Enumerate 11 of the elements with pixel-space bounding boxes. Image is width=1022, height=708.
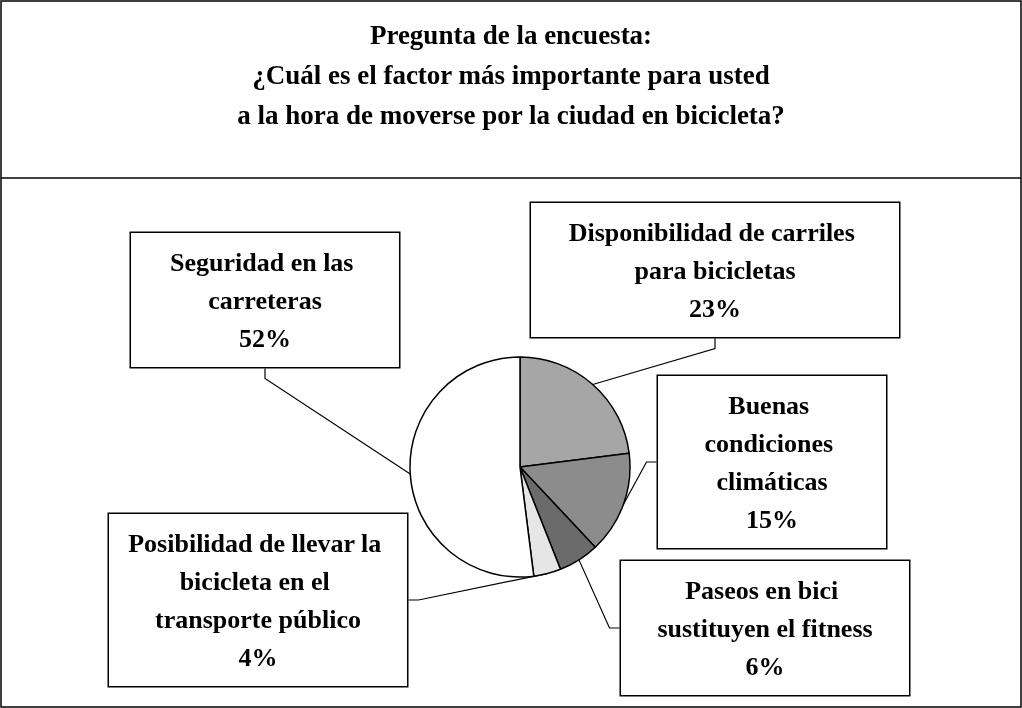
slice-label: Disponibilidad de carriles para bicicletas [568,217,862,285]
data-label: 6% [745,651,785,681]
data-label: 52% [239,323,291,353]
slice-label: Paseos en bici sustituyen el fitness [657,575,873,643]
data-label: 15% [746,504,798,534]
data-label: 23% [689,293,741,323]
chart-title: Pregunta de la encuesta: ¿Cuál es el factor más importante para usted a la hora de moverse por la ciudad en bicicleta? [237,20,785,130]
slice-label: Posibilidad de llevar la bicicleta en el transporte público [128,528,388,634]
data-label: 4% [238,642,278,672]
slice-label: Buenas condiciones climáticas [704,390,840,496]
slice-label: Seguridad en las carreteras [170,247,360,315]
